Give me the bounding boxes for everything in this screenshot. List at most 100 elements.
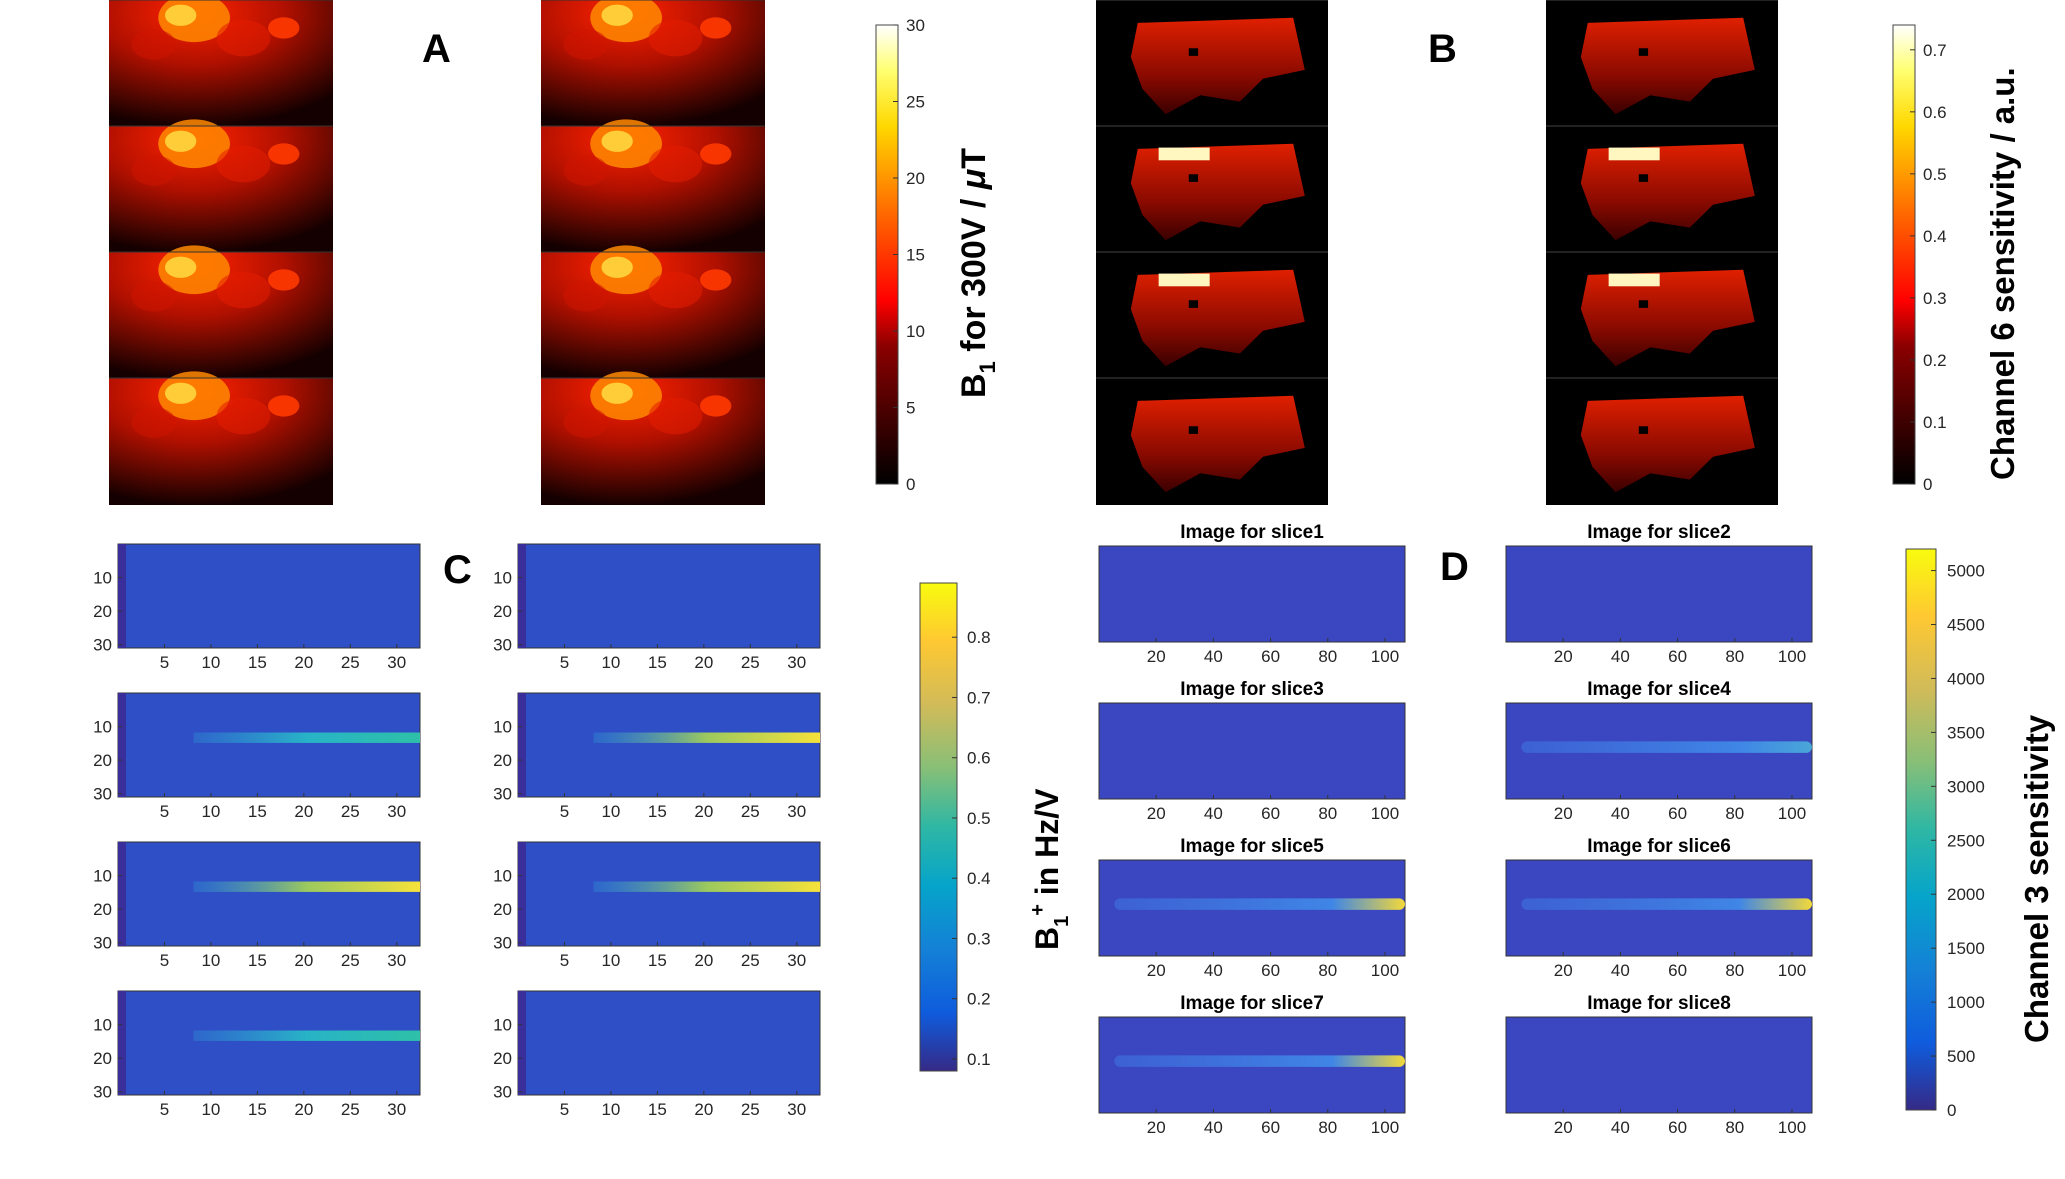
b1-map-image bbox=[109, 0, 333, 127]
colorbar-tick-label: 25 bbox=[906, 93, 925, 112]
x-tick-label: 100 bbox=[1778, 961, 1806, 980]
b1-map-hotspot bbox=[563, 407, 609, 438]
colorbar-tick-label: 0.7 bbox=[1923, 41, 1947, 60]
panel-c-colorbar: 0.1 0.2 0.3 0.4 0.5 0.6 0.7 0.8 B1+ in Hz/V bbox=[919, 582, 1073, 1072]
x-tick-label: 60 bbox=[1261, 647, 1280, 666]
y-tick-label: 20 bbox=[93, 1049, 112, 1068]
x-tick-label: 30 bbox=[387, 1100, 406, 1119]
x-tick-label: 15 bbox=[648, 1100, 667, 1119]
y-tick-label: 30 bbox=[493, 785, 512, 804]
b1-plus-map-image bbox=[117, 543, 421, 649]
sensitivity-map-void bbox=[1188, 300, 1199, 308]
x-tick-label: 20 bbox=[1147, 961, 1166, 980]
x-tick-label: 15 bbox=[248, 653, 267, 672]
x-tick-label: 25 bbox=[741, 951, 760, 970]
slice-plot: Image for slice6 20 40 60 80 100 bbox=[1505, 836, 1813, 980]
x-tick-label: 20 bbox=[694, 653, 713, 672]
b1-map-hotspot bbox=[268, 395, 300, 417]
slice-plot: Image for slice1 20 40 60 80 100 bbox=[1098, 522, 1406, 666]
sensitivity-map-void bbox=[1638, 174, 1649, 182]
x-tick-label: 40 bbox=[1204, 804, 1223, 823]
x-tick-label: 20 bbox=[294, 802, 313, 821]
colorbar-tick-label: 10 bbox=[906, 322, 925, 341]
x-tick-label: 20 bbox=[1147, 804, 1166, 823]
panel-a-cb-label-sub: 1 bbox=[975, 361, 1000, 373]
panel-d-colorbar: 0 500 1000 1500 2000 2500 3000 3500 4000 4500 5000… bbox=[1905, 548, 2055, 1120]
x-tick-label: 20 bbox=[694, 1100, 713, 1119]
colorbar-tick-label: 2500 bbox=[1947, 831, 1985, 850]
x-tick-label: 60 bbox=[1668, 647, 1687, 666]
slice-plot-image bbox=[1505, 1016, 1813, 1114]
x-tick-label: 80 bbox=[1318, 1118, 1337, 1137]
b1-plus-map-edge bbox=[518, 693, 526, 797]
x-tick-label: 30 bbox=[787, 1100, 806, 1119]
panel-a-cb-label-unit: T bbox=[955, 148, 993, 169]
colorbar-tick-label: 0.4 bbox=[1923, 227, 1947, 246]
slice-plot-title: Image for slice4 bbox=[1587, 679, 1731, 700]
x-tick-label: 5 bbox=[160, 1100, 169, 1119]
colorbar-tick-label: 0.6 bbox=[1923, 103, 1947, 122]
slice-plot-title: Image for slice8 bbox=[1587, 993, 1731, 1014]
sensitivity-map-region bbox=[1580, 143, 1755, 241]
x-tick-label: 30 bbox=[387, 653, 406, 672]
x-tick-label: 15 bbox=[648, 802, 667, 821]
x-tick-label: 30 bbox=[387, 802, 406, 821]
sensitivity-map-image bbox=[1096, 0, 1328, 127]
x-tick-label: 100 bbox=[1778, 1118, 1806, 1137]
x-tick-label: 20 bbox=[1147, 1118, 1166, 1137]
panel-c-colorbar-gradient bbox=[919, 582, 958, 1072]
x-tick-label: 20 bbox=[294, 653, 313, 672]
x-tick-label: 80 bbox=[1318, 961, 1337, 980]
colorbar-tick-label: 3500 bbox=[1947, 723, 1985, 742]
x-tick-label: 30 bbox=[387, 951, 406, 970]
panel-c-cb-label-rest: in Hz/V bbox=[1029, 788, 1065, 904]
b1-map-hotspot bbox=[216, 145, 271, 183]
y-tick-label: 30 bbox=[93, 1083, 112, 1102]
panel-b: B 0 0.1 0.2 0.3 0.4 0.5 0.6 0.7 Channel 6 sensi… bbox=[1096, 0, 2021, 505]
b1-map-hotspot bbox=[601, 382, 633, 404]
x-tick-label: 25 bbox=[341, 951, 360, 970]
y-tick-label: 10 bbox=[493, 569, 512, 588]
x-tick-label: 10 bbox=[601, 802, 620, 821]
slice-plot-title: Image for slice7 bbox=[1180, 993, 1324, 1014]
x-tick-label: 40 bbox=[1204, 647, 1223, 666]
colorbar-tick-label: 1000 bbox=[1947, 993, 1985, 1012]
colorbar-tick-label: 4000 bbox=[1947, 669, 1985, 688]
y-tick-label: 20 bbox=[493, 900, 512, 919]
x-tick-label: 5 bbox=[560, 653, 569, 672]
sensitivity-map-region bbox=[1580, 395, 1755, 493]
slice-plot-title: Image for slice2 bbox=[1587, 522, 1731, 543]
x-tick-label: 15 bbox=[248, 802, 267, 821]
b1-plus-map-plot: 5 10 15 20 25 30 10 20 30 bbox=[493, 543, 821, 672]
x-tick-label: 60 bbox=[1261, 804, 1280, 823]
b1-map-hotspot bbox=[131, 155, 177, 186]
b1-plus-map-plot: 5 10 15 20 25 30 10 20 30 bbox=[93, 692, 421, 821]
sensitivity-map-hotspot bbox=[1158, 273, 1210, 287]
x-tick-label: 20 bbox=[1554, 1118, 1573, 1137]
panel-c-cb-label-b: B bbox=[1029, 927, 1065, 950]
y-tick-label: 10 bbox=[493, 867, 512, 886]
b1-plus-map-image bbox=[517, 841, 821, 947]
panel-b-letter: B bbox=[1428, 27, 1457, 71]
x-tick-label: 25 bbox=[741, 802, 760, 821]
x-tick-label: 20 bbox=[294, 1100, 313, 1119]
panel-d-colorbar-ticks: 0 500 1000 1500 2000 2500 3000 3500 4000 4500 5000 bbox=[1931, 562, 1985, 1120]
colorbar-tick-label: 0.5 bbox=[967, 809, 991, 828]
slice-plot-band bbox=[1114, 898, 1405, 910]
panel-b-image-column-2 bbox=[1546, 0, 1778, 505]
y-tick-label: 20 bbox=[493, 1049, 512, 1068]
panel-a-colorbar: 0 5 10 15 20 25 30 B1 for 300V / μT bbox=[875, 16, 1000, 494]
b1-map-hotspot bbox=[700, 17, 732, 39]
colorbar-tick-label: 0.1 bbox=[1923, 413, 1947, 432]
b1-plus-map-band bbox=[193, 881, 420, 892]
slice-plot-band bbox=[1521, 741, 1812, 753]
panel-a-cb-label-mu: μ bbox=[955, 168, 993, 190]
y-tick-label: 30 bbox=[493, 636, 512, 655]
panel-b-colorbar-label: Channel 6 sensitivity / a.u. bbox=[1984, 67, 2021, 480]
b1-plus-map-plot: 5 10 15 20 25 30 10 20 30 bbox=[493, 692, 821, 821]
b1-map-hotspot bbox=[216, 19, 271, 57]
b1-map-hotspot bbox=[563, 29, 609, 60]
x-tick-label: 100 bbox=[1371, 647, 1399, 666]
b1-plus-map-image bbox=[117, 990, 421, 1096]
